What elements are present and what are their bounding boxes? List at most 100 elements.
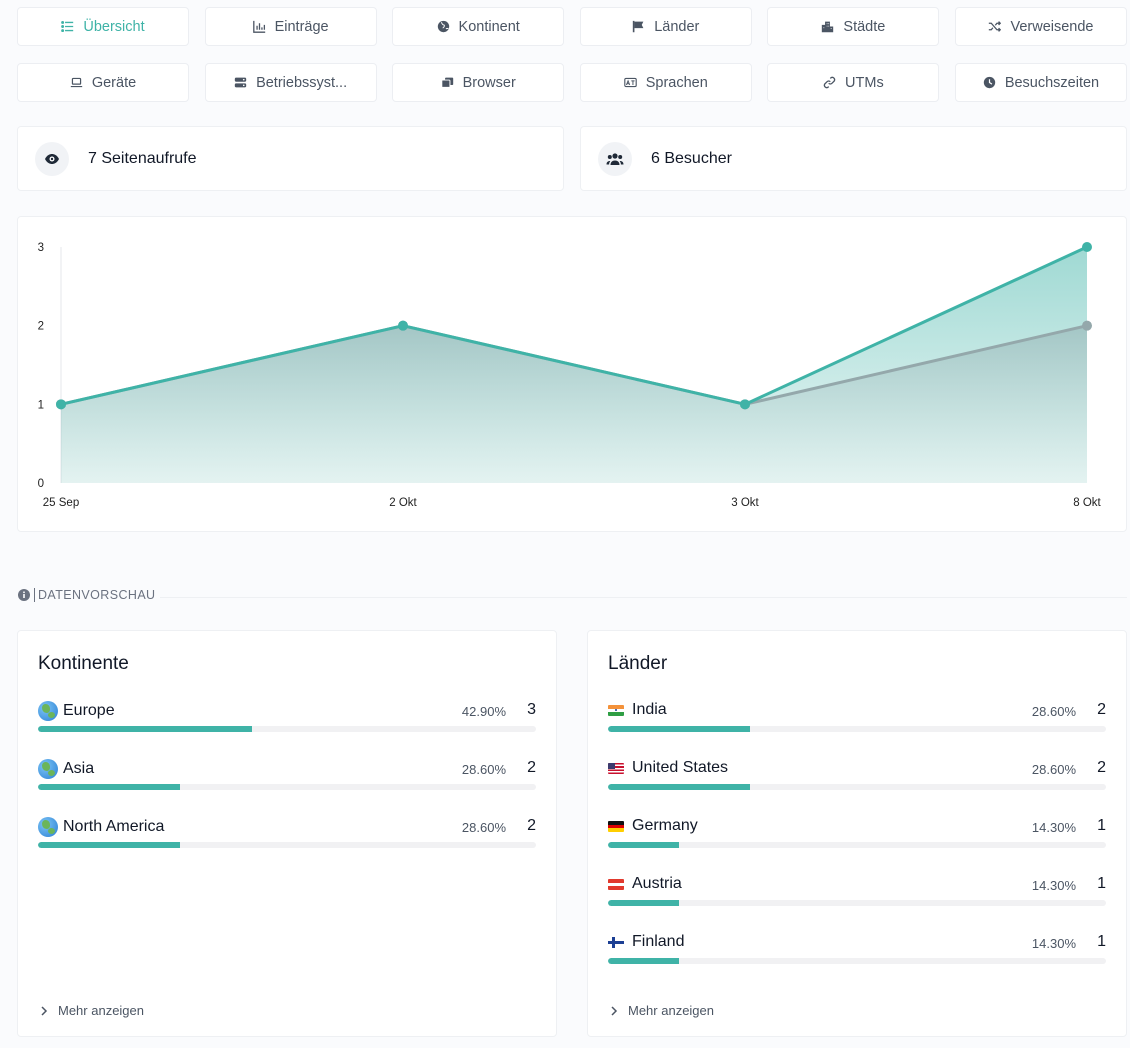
item-name: Europe [38, 701, 115, 721]
tab-cities[interactable]: Städte [767, 7, 940, 46]
list-item: United States 28.60% 2 [608, 759, 1106, 799]
item-label: North America [63, 818, 165, 835]
item-name: Asia [38, 759, 94, 779]
data-point[interactable] [398, 320, 408, 331]
tab-operating-systems[interactable]: Betriebssyst... [204, 63, 377, 102]
tab-label: Besuchszeiten [1004, 74, 1100, 91]
item-label: Germany [632, 817, 698, 834]
tab-overview[interactable]: Übersicht [17, 7, 189, 46]
tab-continent[interactable]: Kontinent [392, 7, 565, 46]
chevron-right-icon [41, 1005, 48, 1016]
x-tick-label: 2 Okt [389, 497, 417, 509]
progress-bar [38, 784, 536, 790]
x-tick-label: 25 Sep [43, 497, 79, 509]
tab-label: Einträge [274, 18, 329, 35]
progress-fill [38, 784, 181, 790]
users-icon [598, 141, 632, 176]
item-label: Europe [63, 702, 115, 719]
divider [34, 588, 35, 602]
flag-icon [633, 20, 644, 33]
section-title: DATENVORSCHAU [38, 588, 156, 602]
bar-chart-icon [252, 20, 265, 33]
item-label: Austria [632, 875, 682, 892]
item-percentage: 28.60% [1031, 762, 1076, 777]
eye-icon [35, 141, 69, 176]
tab-row-secondary: Geräte Betriebssyst... Browser Sprachen … [17, 63, 1127, 102]
item-name: Germany [608, 817, 698, 835]
globe-icon [437, 20, 449, 33]
countries-card: Länder India 28.60% 2 United States 28.60% 2 G… [587, 630, 1127, 1037]
show-more-label: Mehr anzeigen [628, 1003, 714, 1018]
item-label: United States [632, 759, 729, 776]
y-tick-label: 2 [38, 321, 44, 333]
clock-icon [983, 76, 995, 89]
list-item: Finland 14.30% 1 [608, 933, 1106, 973]
tab-referrers[interactable]: Verweisende [954, 7, 1127, 46]
item-count: 1 [1097, 875, 1106, 892]
item-name: India [608, 701, 667, 719]
tab-label: Städte [843, 18, 886, 35]
show-more-button[interactable]: Mehr anzeigen [610, 1003, 714, 1018]
info-icon [18, 589, 30, 601]
list-item: Europe 42.90% 3 [38, 701, 536, 741]
progress-fill [38, 726, 252, 732]
pageviews-card: 7 Seitenaufrufe [17, 126, 564, 191]
item-count: 2 [527, 817, 536, 834]
flag-austria-icon [608, 878, 624, 890]
flag-germany-icon [608, 820, 624, 832]
item-percentage: 14.30% [1031, 820, 1076, 835]
tab-label: Browser [462, 74, 516, 91]
series-line [60, 245, 1088, 406]
shuffle-icon [989, 21, 1002, 32]
list-item: India 28.60% 2 [608, 701, 1106, 741]
visits-chart: 0 1 2 3 25 Sep 2 Okt 3 Okt 8 Okt [38, 242, 1102, 509]
flag-usa-icon [608, 762, 624, 774]
x-tick-label: 3 Okt [731, 497, 759, 509]
list-item: Austria 14.30% 1 [608, 875, 1106, 915]
tab-countries[interactable]: Länder [579, 7, 752, 46]
continents-card: Kontinente Europe 42.90% 3 Asia 28.60% 2 North… [17, 630, 557, 1037]
item-count: 2 [527, 759, 536, 776]
y-tick-label: 3 [38, 242, 44, 254]
visitors-label: 6 Besucher [651, 149, 732, 167]
progress-fill [608, 958, 680, 964]
tab-languages[interactable]: Sprachen [579, 63, 752, 102]
progress-bar [608, 900, 1106, 906]
language-icon [623, 77, 637, 88]
tab-browsers[interactable]: Browser [392, 63, 565, 102]
globe-americas-icon [38, 817, 58, 837]
data-point[interactable] [1082, 242, 1092, 252]
progress-fill [608, 726, 751, 732]
tab-label: Sprachen [645, 74, 708, 91]
pageviews-label: 7 Seitenaufrufe [88, 149, 197, 167]
tab-utms[interactable]: UTMs [767, 63, 940, 102]
show-more-button[interactable]: Mehr anzeigen [40, 1003, 144, 1018]
data-point[interactable] [1082, 320, 1092, 331]
globe-asia-icon [38, 759, 58, 779]
list-icon [61, 20, 74, 33]
tab-entries[interactable]: Einträge [204, 7, 377, 46]
visits-chart-card: 0 1 2 3 25 Sep 2 Okt 3 Okt 8 Okt [17, 216, 1127, 532]
tab-devices[interactable]: Geräte [17, 63, 189, 102]
list-item: Germany 14.30% 1 [608, 817, 1106, 857]
tab-row-primary: Übersicht Einträge Kontinent Länder Städ… [17, 7, 1127, 46]
series-area [61, 325, 1087, 483]
show-more-label: Mehr anzeigen [58, 1003, 144, 1018]
progress-fill [608, 842, 680, 848]
data-preview-heading: DATENVORSCHAU [18, 588, 155, 602]
flag-india-icon [608, 704, 624, 716]
tab-label: Geräte [91, 74, 137, 91]
tab-label: Betriebssyst... [256, 74, 348, 91]
data-point[interactable] [740, 399, 750, 410]
item-percentage: 14.30% [1031, 936, 1076, 951]
chevron-right-icon [611, 1005, 618, 1016]
data-point[interactable] [56, 399, 66, 410]
globe-europe-icon [38, 701, 58, 721]
y-tick-label: 0 [38, 478, 44, 490]
link-icon [823, 76, 836, 89]
tab-label: Übersicht [83, 18, 145, 35]
tab-visit-times[interactable]: Besuchszeiten [954, 63, 1127, 102]
tab-label: Kontinent [458, 18, 520, 35]
progress-fill [608, 784, 751, 790]
item-name: United States [608, 759, 728, 777]
